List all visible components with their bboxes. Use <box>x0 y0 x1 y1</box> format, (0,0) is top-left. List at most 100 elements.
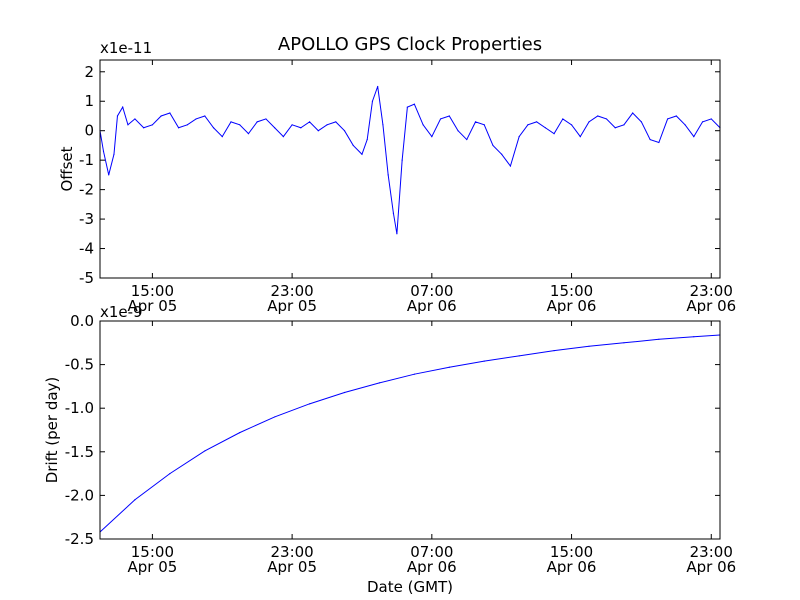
drift-y-tick-label: 0.0 <box>70 312 94 330</box>
offset-data-point <box>247 133 250 135</box>
offset-data-point <box>204 115 206 117</box>
offset-data-point <box>710 118 712 120</box>
offset-x-tick-time: 07:00 <box>410 282 453 300</box>
drift-data-point <box>274 416 276 418</box>
offset-data-point <box>371 100 374 102</box>
drift-data-point <box>553 350 555 352</box>
offset-data-point <box>377 85 379 88</box>
offset-data-point <box>527 124 529 126</box>
offset-series <box>99 85 721 235</box>
drift-series <box>99 334 721 533</box>
drift-data-point <box>378 382 381 384</box>
offset-x-tick-time: 23:00 <box>270 282 313 300</box>
drift-x-tick-time: 07:00 <box>410 543 453 561</box>
offset-data-point <box>431 135 433 138</box>
drift-data-point <box>518 355 520 357</box>
offset-x-tick-date: Apr 06 <box>686 297 736 315</box>
drift-y-axis-label: Drift (per day) <box>43 377 61 484</box>
offset-data-point <box>483 124 485 126</box>
offset-data-point <box>108 174 110 176</box>
offset-data-point <box>693 135 695 138</box>
offset-data-point <box>667 118 669 120</box>
drift-y-tick-label: -0.5 <box>65 356 94 374</box>
offset-data-point <box>212 127 215 129</box>
drift-data-point <box>693 336 695 338</box>
drift-x-tick-time: 15:00 <box>131 543 174 561</box>
offset-data-point <box>195 118 197 120</box>
offset-x-tick-time: 23:00 <box>690 282 733 300</box>
offset-data-point <box>335 121 337 123</box>
offset-y-tick-label: -4 <box>79 240 94 258</box>
offset-x-tick-time: 15:00 <box>550 282 593 300</box>
offset-data-point <box>291 124 293 126</box>
offset-data-point <box>326 124 328 126</box>
offset-data-point <box>448 115 450 117</box>
offset-data-point <box>122 106 124 108</box>
drift-panel: x1e-9 Drift (per day) Date (GMT) 0.0 -0.5… <box>43 303 736 596</box>
drift-y-tick-label: -1.5 <box>65 443 94 461</box>
offset-data-point <box>579 135 581 138</box>
offset-data-point <box>186 124 188 126</box>
offset-data-point <box>134 118 136 120</box>
offset-y-tick-label: -5 <box>79 269 94 287</box>
offset-data-point <box>221 135 223 138</box>
offset-data-point <box>553 133 555 135</box>
offset-data-point <box>151 124 153 126</box>
drift-data-point <box>239 432 241 434</box>
offset-data-point <box>492 144 494 147</box>
offset-data-point <box>230 121 232 123</box>
offset-y-tick-label: -1 <box>79 151 94 169</box>
offset-data-point <box>544 127 546 129</box>
offset-multiplier: x1e-11 <box>100 39 152 57</box>
offset-data-point <box>343 130 346 132</box>
offset-data-point <box>366 138 368 141</box>
offset-data-point <box>177 127 180 129</box>
drift-x-tick-time: 23:00 <box>690 543 733 561</box>
drift-axes-frame <box>99 320 721 540</box>
offset-data-point <box>501 153 503 155</box>
drift-data-point <box>658 338 660 340</box>
offset-y-tick-label: -2 <box>79 181 94 199</box>
drift-x-tick-date: Apr 06 <box>547 558 597 576</box>
offset-data-point <box>457 130 459 132</box>
offset-data-point <box>317 130 319 132</box>
drift-x-tick-date: Apr 06 <box>407 558 457 576</box>
offset-data-point <box>422 124 424 126</box>
offset-data-point <box>116 115 119 117</box>
drift-data-point <box>448 366 450 368</box>
offset-data-point <box>382 124 384 126</box>
offset-data-point <box>169 112 171 114</box>
offset-data-point <box>632 112 634 114</box>
offset-data-point <box>439 118 442 120</box>
drift-data-point <box>308 403 311 405</box>
offset-data-point <box>675 115 677 117</box>
offset-data-point <box>597 115 599 117</box>
offset-data-point <box>701 121 704 123</box>
offset-data-point <box>466 138 468 141</box>
offset-data-point <box>509 165 512 167</box>
drift-x-tick-time: 23:00 <box>270 543 313 561</box>
offset-data-point <box>282 135 284 138</box>
drift-data-point <box>483 360 485 362</box>
drift-data-point <box>204 450 206 452</box>
drift-x-tick-date: Apr 05 <box>267 558 317 576</box>
offset-y-tick-label: 0 <box>84 122 94 140</box>
drift-x-tick-date: Apr 05 <box>127 558 177 576</box>
offset-data-point <box>160 115 162 117</box>
offset-data-point <box>392 212 395 214</box>
offset-x-tick-date: Apr 05 <box>267 297 317 315</box>
offset-data-point <box>239 124 241 126</box>
offset-x-tick-date: Apr 05 <box>127 297 177 315</box>
offset-data-point <box>518 135 520 138</box>
offset-data-point <box>413 103 415 105</box>
offset-data-point <box>274 127 276 129</box>
offset-data-point <box>387 174 389 176</box>
offset-y-axis-label: Offset <box>58 146 76 191</box>
offset-data-point <box>352 144 354 147</box>
offset-data-point <box>401 159 403 161</box>
drift-data-point <box>134 499 136 501</box>
offset-y-tick-label: 1 <box>84 92 94 110</box>
